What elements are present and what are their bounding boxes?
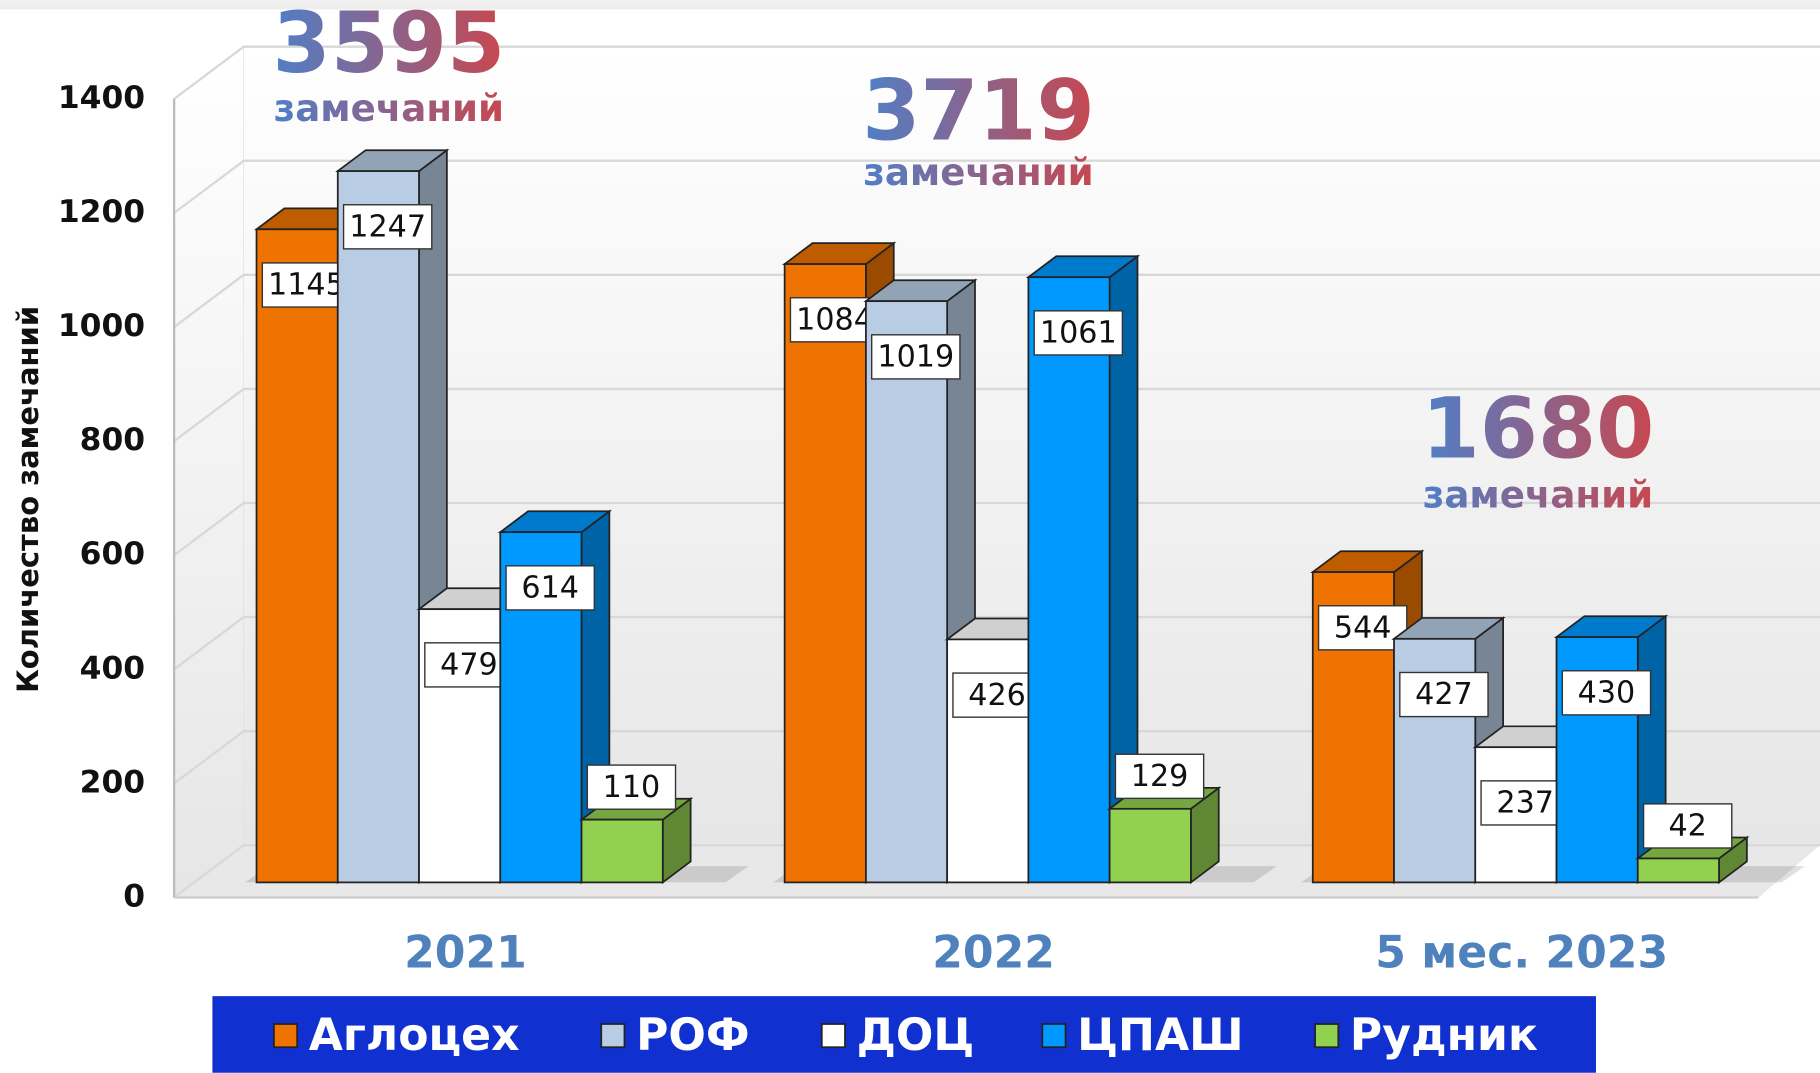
total-unit: замечаний [863,151,1093,194]
y-tick-label: 600 [80,536,145,572]
legend-label: Рудник [1350,1010,1538,1061]
value-label-box [1317,605,1408,651]
value-label: 1019 [877,340,954,375]
value-label: 42 [1668,809,1706,844]
grid-line [173,844,1820,899]
y-tick-label: 0 [123,878,145,914]
legend-swatch [273,1023,299,1049]
x-tick-label: 2021 [404,928,527,979]
y-tick-label: 1000 [58,308,145,344]
bar [783,263,867,884]
total-unit: замечаний [274,87,504,130]
grid-line [173,730,1820,785]
value-label: 237 [1496,786,1554,821]
legend-label: ЦПАШ [1077,1010,1243,1061]
total-value: 1680 [1422,379,1655,477]
x-tick-label: 5 мес. 2023 [1375,928,1668,979]
y-tick-label: 200 [80,764,145,800]
value-label-box [424,642,514,688]
y-axis-title: Количество замечаний [11,306,45,693]
bar [1108,807,1192,884]
legend-label: РОФ [636,1010,750,1061]
value-label-box [342,204,433,250]
total-value: 3719 [862,61,1095,159]
value-label: 614 [521,571,579,606]
total-value: 3595 [273,0,506,92]
bar [865,300,949,884]
value-label-box [1642,803,1733,849]
grid-line [173,273,1820,329]
value-label: 479 [440,648,498,683]
value-label-box [1033,310,1124,356]
value-label-box [1399,671,1489,718]
y-tick-label: 800 [80,422,145,458]
bar [580,818,664,884]
grid-line [173,45,1820,100]
grid-line [173,387,1820,443]
value-label: 129 [1131,759,1189,794]
value-label-box [1114,753,1205,800]
total-unit: замечаний [1423,474,1653,517]
value-label: 110 [603,770,661,805]
bar [336,170,420,884]
value-label-box [952,672,1042,718]
legend-swatch [820,1023,846,1049]
value-label-box [586,764,677,810]
x-tick-label: 2022 [932,928,1055,979]
value-label: 426 [968,678,1026,713]
value-label: 1247 [349,209,426,244]
legend-label: ДОЦ [857,1010,975,1061]
value-label: 1145 [268,268,345,303]
grid-line [173,159,1820,214]
side-wall [173,45,245,899]
value-label-box [871,334,961,380]
bar [255,228,339,884]
top-strip [0,0,1820,10]
legend-swatch [1314,1023,1340,1049]
legend-swatch [600,1023,626,1049]
bar [1636,857,1720,884]
value-label: 1061 [1040,316,1117,351]
value-label: 544 [1334,610,1392,645]
y-tick-label: 1200 [58,194,145,230]
legend-label: Аглоцех [309,1010,520,1061]
legend-box [212,996,1596,1073]
value-label: 430 [1578,675,1636,710]
value-label-box [261,262,352,308]
grid-line [173,615,1820,671]
value-label: 1084 [796,302,873,337]
grid-line [173,501,1820,557]
value-label-box [1561,670,1652,716]
y-tick-label: 400 [80,650,145,686]
legend-swatch [1041,1023,1067,1049]
value-label: 427 [1415,677,1473,712]
value-label-box [505,565,595,611]
y-tick-label: 1400 [58,80,145,116]
bar [1027,276,1111,884]
